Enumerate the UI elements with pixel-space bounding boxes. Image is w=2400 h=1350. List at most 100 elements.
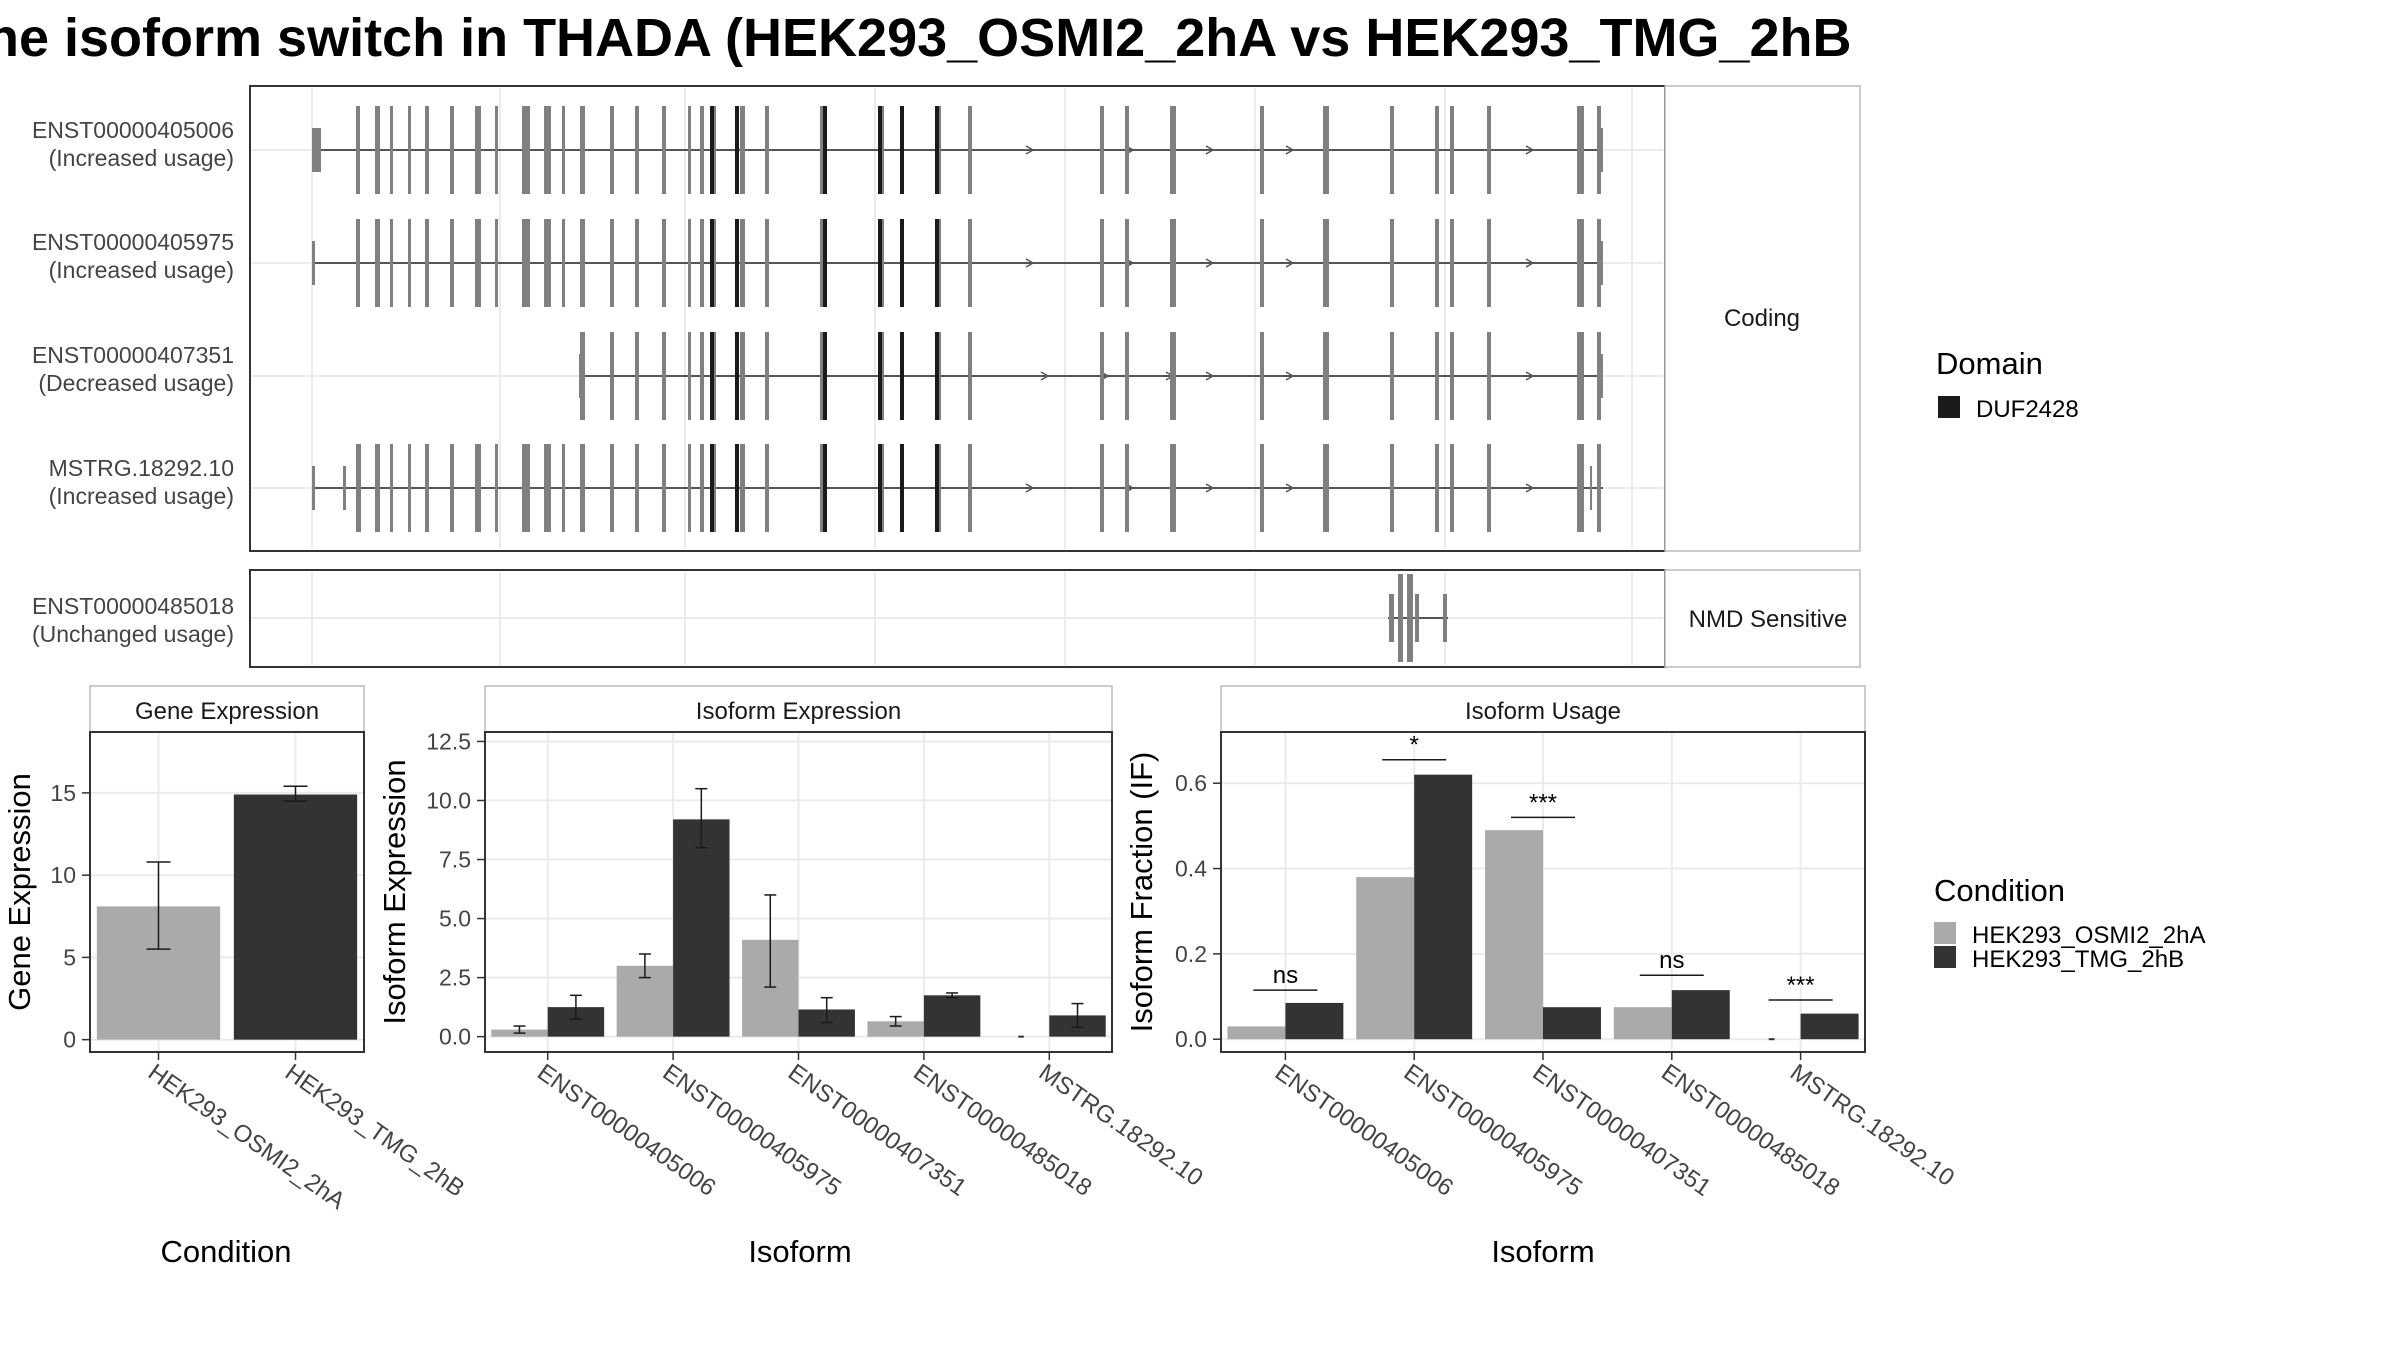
exon — [1487, 219, 1491, 307]
exon — [580, 219, 585, 307]
exon — [662, 444, 666, 532]
domain-exon — [878, 219, 882, 307]
exon — [1260, 332, 1264, 420]
exon — [662, 106, 666, 194]
exon — [495, 106, 498, 194]
exon — [475, 106, 481, 194]
transcript-id-label: ENST00000485018 — [32, 593, 234, 619]
chart-frame — [1220, 731, 1866, 1053]
exon — [1125, 106, 1129, 194]
exon — [1577, 444, 1584, 532]
exon — [610, 106, 614, 194]
exon — [1125, 444, 1129, 532]
domain-exon — [878, 444, 882, 532]
domain-exon — [823, 219, 827, 307]
direction-arrow-icon — [1040, 371, 1050, 381]
exon — [635, 332, 639, 420]
utr-exon — [1590, 466, 1592, 510]
exon — [1323, 332, 1329, 420]
exon — [358, 444, 361, 532]
exon — [475, 219, 481, 307]
exon — [425, 444, 429, 532]
exon — [820, 332, 824, 420]
exon — [700, 444, 704, 532]
structure-nmd-panel: NMD Sensitive — [249, 569, 1861, 668]
exon — [740, 332, 745, 420]
domain-exon — [735, 444, 739, 532]
exon — [1100, 444, 1104, 532]
transcript-usage-label: (Decreased usage) — [38, 370, 234, 396]
exon — [740, 444, 745, 532]
exon — [475, 444, 481, 532]
exon — [495, 444, 498, 532]
exon — [312, 128, 321, 172]
exon — [1435, 444, 1439, 532]
nmd-strip — [1664, 569, 1861, 668]
x-axis-title: Isoform — [748, 1234, 851, 1269]
exon — [1390, 332, 1394, 420]
direction-arrow-icon — [1025, 145, 1035, 155]
direction-arrow-icon — [1285, 371, 1295, 381]
transcript-usage-label: (Increased usage) — [49, 483, 234, 509]
domain-exon — [710, 219, 714, 307]
exon — [1450, 219, 1454, 307]
exon — [425, 219, 429, 307]
exon — [580, 444, 585, 532]
utr-exon — [1597, 128, 1603, 172]
exon — [375, 219, 380, 307]
direction-arrow-icon — [1205, 145, 1215, 155]
exon — [450, 106, 454, 194]
y-tick-label: 5 — [63, 944, 76, 970]
bar — [233, 794, 358, 1040]
exon — [495, 219, 498, 307]
exon — [700, 332, 704, 420]
nmd-transcripts — [1388, 574, 1448, 662]
exon — [562, 444, 565, 532]
exon — [1390, 219, 1394, 307]
coding-strip-label: Coding — [1724, 305, 1800, 332]
exon — [700, 106, 704, 194]
exon — [343, 466, 346, 510]
domain-exon — [900, 444, 904, 532]
exon — [522, 444, 530, 532]
exon — [562, 106, 565, 194]
chart-1: Isoform ExpressionENST00000405006ENST000… — [377, 685, 1208, 1269]
chart-frame — [484, 731, 1113, 1053]
exon — [968, 106, 972, 194]
chart-title: Isoform Expression — [696, 698, 901, 725]
direction-arrow-icon — [1205, 258, 1215, 268]
y-tick-label: 0.4 — [1175, 856, 1207, 882]
exon — [1100, 332, 1104, 420]
exon — [740, 106, 745, 194]
domain-exon — [900, 332, 904, 420]
exon — [688, 332, 691, 420]
exon — [450, 444, 454, 532]
exon — [765, 444, 769, 532]
coding-transcripts — [312, 106, 1603, 532]
exon — [700, 219, 704, 307]
exon — [1170, 444, 1176, 532]
exon — [635, 106, 639, 194]
exon — [1597, 444, 1601, 532]
y-tick-label: 0.2 — [1175, 941, 1207, 967]
exon — [688, 444, 691, 532]
bar-charts: Gene ExpressionHEK293_OSMI2_2hAHEK293_TM… — [2, 685, 1959, 1269]
significance-label: *** — [1787, 972, 1815, 999]
domain-exon — [935, 444, 939, 532]
direction-arrow-icon — [1525, 258, 1535, 268]
exon — [968, 444, 972, 532]
transcript-id-label: ENST00000405006 — [32, 117, 234, 143]
exon — [820, 106, 824, 194]
osmi-legend-label: HEK293_OSMI2_2hA — [1972, 922, 2205, 949]
exon — [820, 444, 824, 532]
domain-exon — [823, 332, 827, 420]
y-tick-label: 5.0 — [439, 906, 471, 932]
utr-exon — [1597, 354, 1603, 398]
exon — [1577, 332, 1584, 420]
osmi-legend-swatch — [1934, 922, 1956, 944]
bar — [1613, 1007, 1672, 1040]
exon — [580, 106, 585, 194]
domain-exon — [735, 106, 739, 194]
direction-arrow-icon — [1525, 371, 1535, 381]
